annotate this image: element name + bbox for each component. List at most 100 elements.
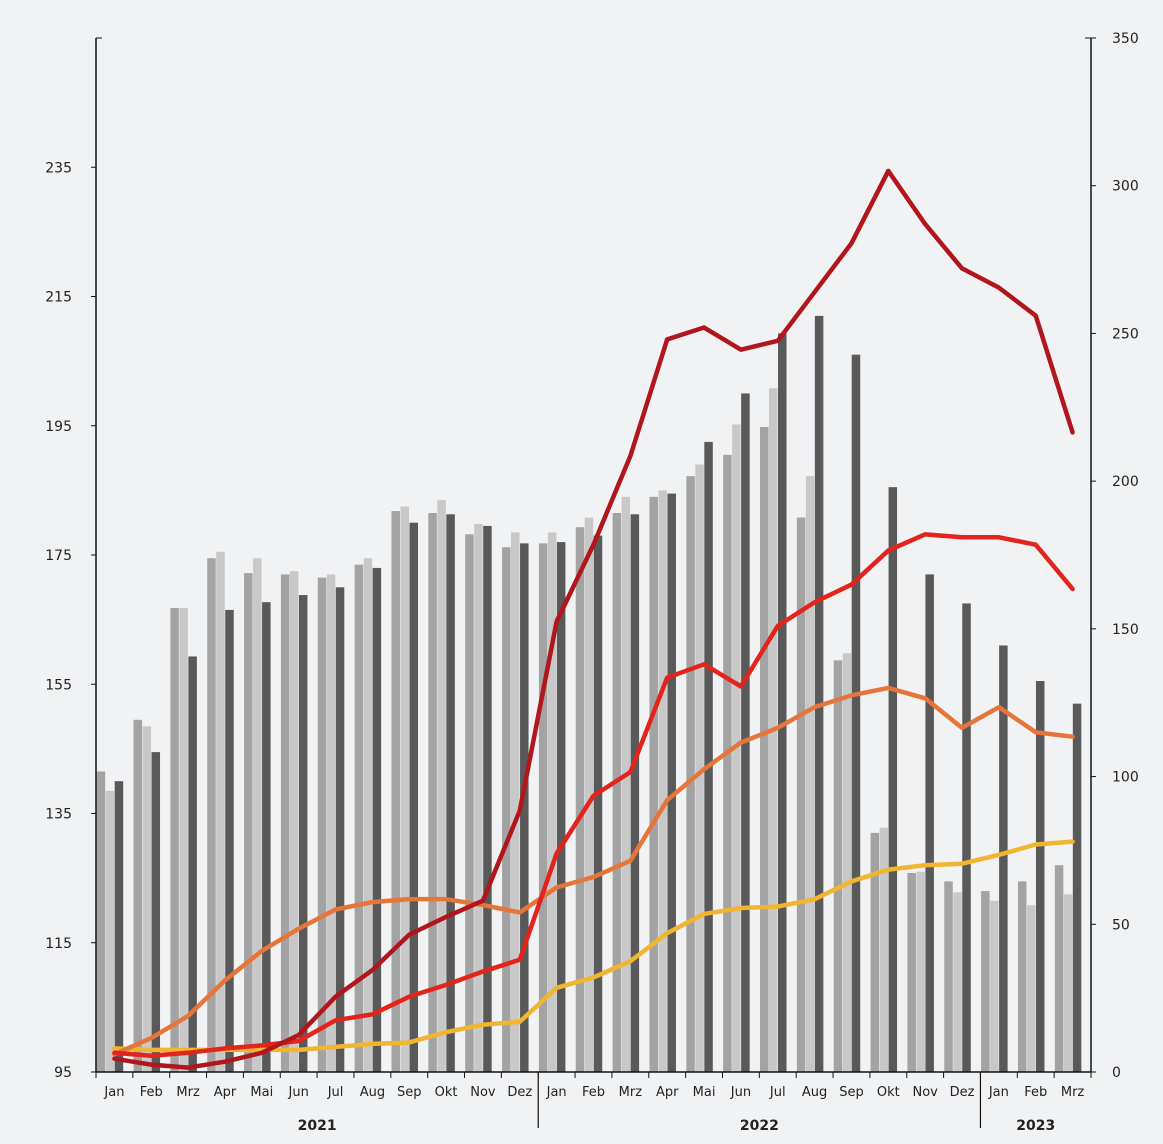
- right-tick-label: 100: [1112, 770, 1139, 786]
- bar-series-2-6: [326, 574, 336, 1072]
- bar-series-3-13: [593, 535, 603, 1072]
- bar-series-1-16: [686, 476, 695, 1072]
- right-tick-label: 150: [1112, 622, 1139, 638]
- left-tick-label: 115: [45, 936, 72, 952]
- right-tick-label: 350: [1112, 31, 1139, 47]
- left-tick-label: 175: [45, 548, 72, 564]
- x-tick-label: Feb: [1024, 1085, 1047, 1100]
- x-tick-label: Dez: [950, 1085, 975, 1100]
- right-tick-label: 300: [1112, 179, 1139, 195]
- bar-series-3-17: [741, 393, 750, 1072]
- bar-series-1-10: [465, 534, 474, 1072]
- bar-series-2-20: [842, 653, 852, 1072]
- x-tick-label: Aug: [802, 1085, 827, 1100]
- left-tick-label: 215: [45, 290, 72, 306]
- bar-series-2-3: [216, 551, 225, 1072]
- bar-series-2-14: [621, 496, 631, 1073]
- bar-series-3-22: [925, 574, 934, 1072]
- x-tick-label: Jul: [327, 1085, 344, 1100]
- bar-series-1-3: [207, 558, 216, 1072]
- bar-series-2-12: [547, 532, 557, 1072]
- bar-series-1-14: [612, 512, 622, 1072]
- x-tick-label: Feb: [582, 1085, 605, 1100]
- bar-series-3-6: [335, 587, 345, 1072]
- bar-series-1-1: [133, 719, 143, 1072]
- bar-series-1-9: [428, 512, 437, 1072]
- bar-series-3-14: [630, 514, 640, 1072]
- x-tick-label: Okt: [435, 1085, 458, 1100]
- bar-series-1-21: [870, 832, 880, 1072]
- bar-series-1-19: [796, 517, 806, 1072]
- bar-series-3-3: [225, 609, 234, 1072]
- bar-series-3-12: [556, 542, 566, 1072]
- bar-layer: [96, 315, 1082, 1073]
- bar-series-3-15: [667, 493, 676, 1072]
- bar-series-3-24: [999, 645, 1008, 1072]
- bar-series-1-22: [907, 872, 916, 1072]
- year-labels: 2021 2022 2023: [298, 1118, 1056, 1134]
- bar-series-2-1: [142, 726, 152, 1072]
- x-tick-label: Mrz: [1061, 1085, 1085, 1100]
- line-series-3: [112, 685, 1075, 1057]
- bar-series-3-16: [704, 441, 713, 1072]
- x-tick-label: Jun: [288, 1085, 309, 1100]
- bar-series-2-26: [1063, 894, 1073, 1072]
- bar-series-2-11: [511, 532, 520, 1072]
- right-axis-ticks: 0 50 100 150 200 250 300 350: [1091, 31, 1139, 1081]
- left-tick-label: 235: [45, 160, 72, 176]
- bar-series-3-1: [151, 752, 161, 1072]
- bar-series-1-5: [280, 574, 290, 1072]
- left-tick-label: 195: [45, 419, 72, 435]
- x-tick-label: Mai: [250, 1085, 273, 1100]
- bar-series-1-6: [317, 577, 327, 1072]
- bar-series-3-2: [188, 656, 197, 1072]
- bar-series-3-21: [888, 487, 898, 1072]
- bar-series-1-11: [502, 547, 511, 1072]
- bar-series-1-15: [649, 496, 658, 1073]
- x-axis-labels: Jan Feb Mrz Apr Mai Jun Jul Aug Sep Okt Nov Dez Jan F…: [103, 1085, 1084, 1100]
- bar-series-3-25: [1035, 681, 1045, 1072]
- x-tick-label: Jan: [103, 1085, 124, 1100]
- bar-series-2-0: [105, 790, 115, 1072]
- x-tick-label: Aug: [360, 1085, 385, 1100]
- bar-series-2-19: [805, 476, 815, 1072]
- bar-series-1-2: [170, 607, 179, 1072]
- bar-series-2-21: [879, 827, 889, 1072]
- x-tick-label: Mrz: [619, 1085, 643, 1100]
- bar-series-2-15: [658, 490, 667, 1073]
- line-series-2: [112, 532, 1075, 1058]
- bar-series-3-11: [520, 543, 529, 1072]
- right-tick-label: 0: [1112, 1065, 1121, 1081]
- year-label-2023: 2023: [1016, 1118, 1055, 1134]
- x-tick-label: Jul: [769, 1085, 786, 1100]
- left-tick-label: 135: [45, 807, 72, 823]
- bar-series-3-23: [962, 603, 971, 1072]
- bar-series-1-7: [354, 564, 364, 1072]
- bar-series-1-13: [575, 527, 585, 1072]
- year-label-2021: 2021: [298, 1118, 337, 1134]
- bar-series-1-18: [760, 427, 769, 1072]
- x-tick-label: Jan: [988, 1085, 1009, 1100]
- bar-series-2-5: [289, 571, 299, 1072]
- x-tick-label: Nov: [470, 1085, 496, 1100]
- x-tick-label: Sep: [839, 1085, 864, 1100]
- bar-series-2-7: [363, 558, 373, 1072]
- bar-series-2-16: [695, 464, 704, 1072]
- bar-series-2-25: [1026, 905, 1036, 1072]
- x-tick-label: Sep: [397, 1085, 422, 1100]
- x-tick-label: Okt: [877, 1085, 900, 1100]
- bar-series-3-19: [814, 315, 824, 1072]
- line-layer: [112, 168, 1075, 1070]
- bar-series-2-23: [953, 892, 962, 1072]
- bar-series-3-8: [409, 522, 418, 1072]
- bar-series-2-24: [990, 900, 999, 1072]
- bar-series-1-12: [538, 543, 548, 1072]
- bar-series-3-4: [262, 602, 271, 1072]
- bar-series-2-8: [400, 506, 409, 1072]
- bar-series-2-2: [179, 607, 188, 1072]
- left-axis-ticks: 95 115 135 155 175 195 215 235: [45, 160, 96, 1081]
- bar-series-2-4: [253, 558, 262, 1072]
- bar-series-3-9: [446, 514, 455, 1072]
- bar-series-3-10: [483, 525, 492, 1072]
